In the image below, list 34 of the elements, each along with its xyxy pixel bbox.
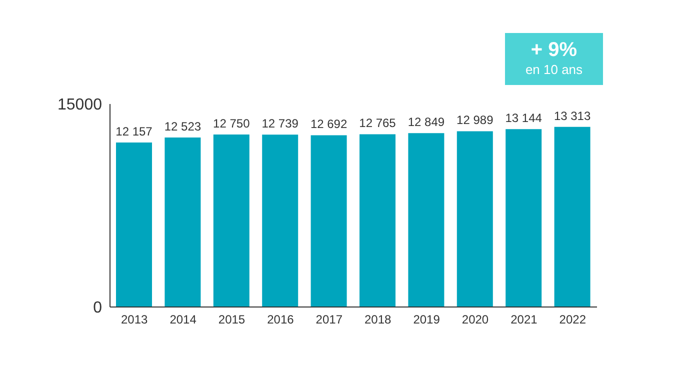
y-tick-label: 15000: [58, 96, 102, 114]
data-label: 12 750: [213, 116, 250, 130]
bar: [164, 138, 201, 307]
x-tick-label: 2019: [413, 312, 440, 327]
data-label: 13 313: [554, 108, 591, 123]
data-label: 12 157: [116, 124, 153, 138]
bar: [408, 133, 444, 307]
y-tick-label: 0: [93, 300, 102, 317]
bar: [506, 129, 542, 307]
x-tick-label: 2015: [218, 312, 246, 327]
x-tick-label: 2016: [267, 312, 294, 327]
text: en 10 ans: [524, 62, 584, 77]
bar: [554, 126, 590, 307]
text: + 9%: [530, 39, 578, 62]
data-label: 13 144: [505, 111, 542, 126]
data-label: 12 989: [456, 113, 494, 128]
bar: [262, 134, 298, 307]
x-tick-label: 2018: [364, 312, 392, 327]
bar: [456, 131, 493, 307]
bar: [116, 142, 152, 307]
x-tick-label: 2021: [510, 312, 538, 327]
x-tick-label: 2017: [316, 312, 343, 327]
x-tick-label: 2022: [559, 312, 586, 327]
bar: [310, 135, 347, 307]
data-label: 12 523: [164, 120, 202, 134]
x-tick-label: 2013: [121, 312, 148, 327]
x-tick-label: 2020: [462, 312, 489, 327]
bar: [360, 134, 396, 307]
x-tick-label: 2014: [170, 312, 197, 327]
data-label: 12 765: [359, 116, 396, 130]
bar: [213, 134, 250, 307]
data-label: 12 692: [310, 117, 348, 132]
data-label: 12 739: [262, 116, 299, 131]
data-label: 12 849: [408, 115, 445, 130]
